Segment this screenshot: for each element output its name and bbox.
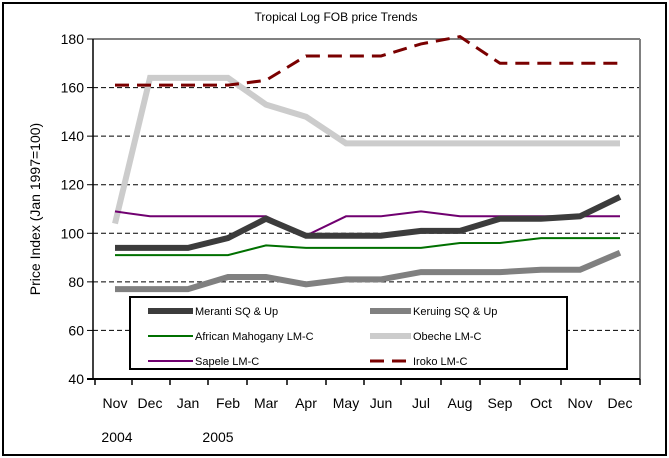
x-tick-label: Dec (138, 395, 163, 411)
legend-box (129, 296, 568, 370)
x-tick-label: Jul (412, 395, 430, 411)
y-axis-label: Price Index (Jan 1997=100) (27, 123, 43, 295)
x-tick-labels: Nov Dec Jan Feb Mar Apr May Jun Jul Aug Sep Oct Nov D… (101, 395, 632, 445)
x-tick-label: Aug (448, 395, 473, 411)
y-tick-label: 140 (61, 128, 85, 144)
legend-label: Obeche LM-C (413, 331, 482, 343)
gridlines (93, 87, 640, 331)
y-tick-label: 120 (61, 177, 85, 193)
x-tick-label: Nov (103, 395, 128, 411)
x-tick-label: Feb (216, 395, 240, 411)
year-label: 2005 (202, 429, 233, 445)
x-tick-label: Jun (370, 395, 393, 411)
x-tick-label: Oct (530, 395, 552, 411)
y-tick-label: 160 (61, 80, 85, 96)
series-line-meranti-sq-up (115, 194, 622, 251)
series-line-iroko-lm-c (115, 35, 620, 87)
x-tick-label: Mar (254, 395, 278, 411)
x-tick-label: Nov (568, 395, 593, 411)
y-tick-labels: 40 60 80 100 120 140 160 180 (61, 31, 85, 387)
y-tick-label: 40 (68, 371, 84, 387)
series-line-sapele-lm-c (114, 210, 620, 237)
series-line-keruing-sq-up (115, 249, 622, 293)
series-line-obeche-lm-c (112, 74, 620, 225)
y-tick-label: 100 (61, 225, 85, 241)
y-tick-label: 180 (61, 31, 85, 47)
y-tick-label: 80 (68, 274, 84, 290)
year-label: 2004 (101, 429, 132, 445)
series-line-african-mahogany-lm-c (115, 237, 620, 257)
legend-label: African Mahogany LM-C (195, 331, 314, 343)
legend-label: Meranti SQ & Up (195, 306, 278, 318)
x-tick-label: May (333, 395, 359, 411)
legend-label: Keruing SQ & Up (413, 306, 497, 318)
legend-label: Sapele LM-C (195, 356, 259, 368)
chart-title: Tropical Log FOB price Trends (255, 10, 418, 24)
axes (87, 38, 641, 385)
legend: Meranti SQ & Up Keruing SQ & Up African Ma… (129, 296, 568, 370)
x-tick-label: Sep (488, 395, 513, 411)
x-tick-label: Apr (295, 395, 317, 411)
x-tick-label: Dec (608, 395, 633, 411)
y-tick-label: 60 (68, 322, 84, 338)
legend-label: Iroko LM-C (413, 356, 467, 368)
x-tick-label: Jan (177, 395, 200, 411)
series-lines (112, 35, 622, 293)
